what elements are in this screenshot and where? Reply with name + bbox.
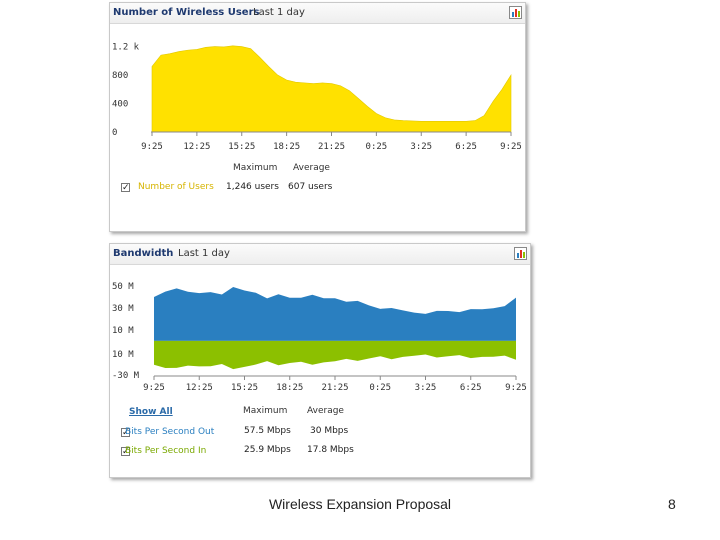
x-tick-label: 18:25 xyxy=(276,383,303,393)
legend-max-value: 25.9 Mbps xyxy=(244,445,291,455)
y-tick-label: 30 M xyxy=(112,304,134,314)
legend-avg-value: 607 users xyxy=(288,182,333,192)
x-tick-label: 0:25 xyxy=(366,142,388,152)
x-tick-label: 9:25 xyxy=(500,142,522,152)
users-chart: 0 400 800 1.2 k 9:25 12:25 15:25 18:25 21:25 0:25… xyxy=(112,43,522,152)
panel-header: Bandwidth Last 1 day xyxy=(110,244,530,265)
time-range-label: Last 1 day xyxy=(253,7,305,18)
series-area-bits-out xyxy=(154,287,516,341)
bar-chart-icon[interactable] xyxy=(509,6,522,19)
x-tick-label: 6:25 xyxy=(460,383,482,393)
x-tick-label: 6:25 xyxy=(455,142,477,152)
legend-avg-value: 17.8 Mbps xyxy=(307,445,354,455)
legend-avg-value: 30 Mbps xyxy=(310,426,349,436)
legend-item-bits-out: Bits Per Second Out xyxy=(125,427,215,437)
y-tick-label: 10 M xyxy=(112,326,134,336)
panel-title: Bandwidth xyxy=(113,248,174,259)
x-tick-label: 21:25 xyxy=(321,383,348,393)
legend-header-average: Average xyxy=(307,406,344,416)
footer-title: Wireless Expansion Proposal xyxy=(268,496,452,512)
legend-max-value: 57.5 Mbps xyxy=(244,426,291,436)
legend-item-number-of-users: Number of Users xyxy=(138,182,214,192)
legend-header-maximum: Maximum xyxy=(243,406,288,416)
x-tick-label: 9:25 xyxy=(141,142,163,152)
panel-header: Number of Wireless Users Last 1 day xyxy=(110,3,525,24)
legend-max-value: 1,246 users xyxy=(226,182,279,192)
legend-item-bits-in: Bits Per Second In xyxy=(125,446,207,456)
x-tick-label: 15:25 xyxy=(231,383,258,393)
x-tick-label: 18:25 xyxy=(273,142,300,152)
series-area-bits-in xyxy=(154,340,516,370)
wireless-users-panel: Number of Wireless Users Last 1 day 0 400… xyxy=(109,2,526,232)
y-tick-label: 400 xyxy=(112,100,128,110)
number-of-users-checkbox[interactable]: ✓ xyxy=(121,183,130,193)
y-tick-label: 800 xyxy=(112,71,128,81)
bandwidth-chart: 50 M30 M10 M10 M-30 M9:25 12:25 15:25 18:25… xyxy=(112,282,527,393)
y-tick-label: 0 xyxy=(112,128,117,138)
legend-header-average: Average xyxy=(293,163,330,173)
x-tick-label: 9:25 xyxy=(505,383,527,393)
x-tick-label: 21:25 xyxy=(318,142,345,152)
bar-chart-icon[interactable] xyxy=(514,247,527,260)
show-all-link[interactable]: Show All xyxy=(129,407,173,417)
legend-header-maximum: Maximum xyxy=(233,163,278,173)
y-tick-label: -30 M xyxy=(112,371,140,381)
x-tick-label: 9:25 xyxy=(143,383,165,393)
x-tick-label: 12:25 xyxy=(183,142,210,152)
y-tick-label: 10 M xyxy=(112,350,134,360)
bits-in-checkbox[interactable]: ✓ xyxy=(121,447,130,457)
x-tick-label: 3:25 xyxy=(410,142,432,152)
x-tick-label: 3:25 xyxy=(415,383,437,393)
y-tick-label: 1.2 k xyxy=(112,43,140,53)
panel-title: Number of Wireless Users xyxy=(113,7,260,18)
x-tick-label: 12:25 xyxy=(186,383,213,393)
series-area-number-of-users xyxy=(151,45,512,133)
bandwidth-panel: Bandwidth Last 1 day 50 M 30 M 10 M 10 M -30… xyxy=(109,243,531,478)
bits-out-checkbox[interactable]: ✓ xyxy=(121,428,130,438)
x-tick-label: 0:25 xyxy=(369,383,391,393)
time-range-label: Last 1 day xyxy=(178,248,230,259)
x-tick-label: 15:25 xyxy=(228,142,255,152)
y-tick-label: 50 M xyxy=(112,282,134,292)
page-number: 8 xyxy=(668,496,676,512)
